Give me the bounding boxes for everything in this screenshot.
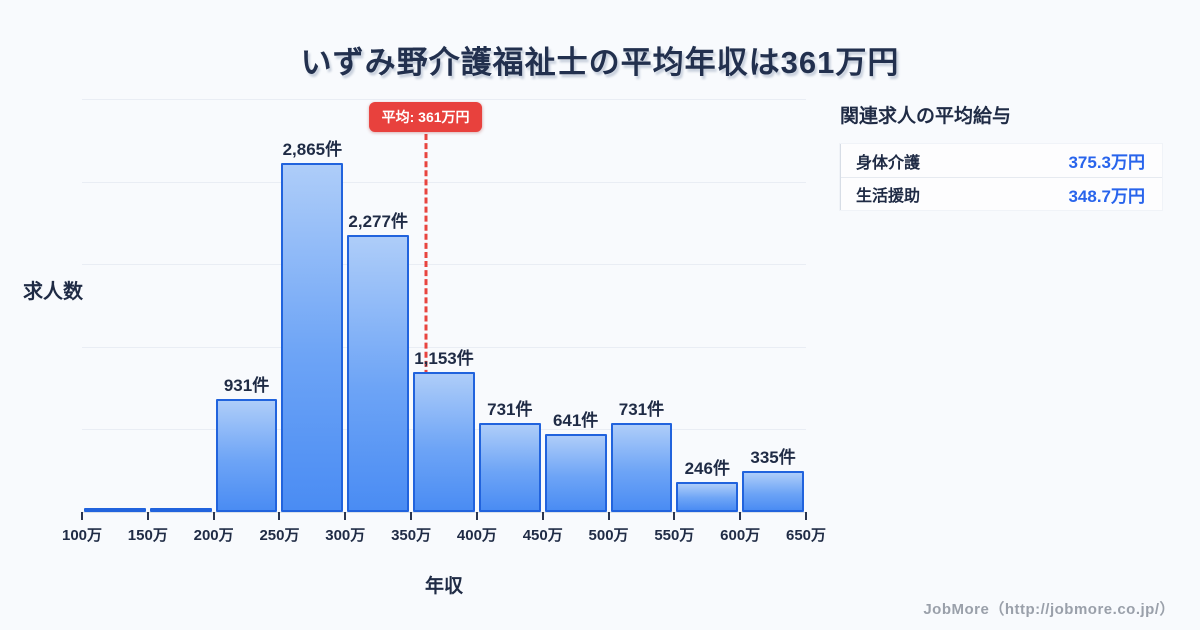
x-axis-tick (81, 512, 83, 520)
x-axis-tick (607, 512, 610, 520)
panel-row-value: 375.3万円 (1068, 153, 1145, 172)
x-axis-tick-label: 600万 (720, 527, 761, 544)
average-line (424, 134, 428, 512)
bar-value-label: 641件 (552, 410, 599, 430)
x-axis-tick-label: 200万 (193, 527, 234, 544)
gridline (82, 181, 806, 183)
histogram-bar (149, 508, 212, 512)
histogram-bar: 731件 (478, 400, 541, 512)
bar-value-label: 2,865件 (282, 140, 343, 160)
histogram-bar: 2,277件 (347, 212, 410, 512)
bar-value-label: 731件 (618, 400, 665, 419)
histogram-bar: 335件 (742, 448, 804, 512)
x-axis-tick (278, 512, 281, 520)
x-axis-tick (146, 512, 149, 520)
histogram-bar: 731件 (610, 400, 673, 512)
bar-value-label: 931件 (223, 375, 270, 395)
bar-value-label: 335件 (750, 448, 796, 468)
histogram-bar (84, 508, 146, 512)
x-axis-tick (475, 512, 478, 520)
plot-area: 平均: 361万円 931件 2,865件 2,277件 1,153件 731件 641件… (62, 99, 826, 544)
x-axis-tick-label: 650万 (785, 527, 827, 544)
panel-row: 身体介護 375.3万円 (841, 144, 1162, 177)
panel-row-label: 生活援助 (856, 188, 921, 205)
x-axis-tick (673, 512, 676, 520)
panel-row-label: 身体介護 (856, 154, 921, 172)
histogram-bar: 931件 (215, 376, 278, 512)
x-axis-tick (212, 512, 215, 520)
related-jobs-heading: 関連求人の平均給与 (840, 106, 1012, 127)
bar-value-label: 2,277件 (348, 211, 408, 231)
bar-value-label: 1,153件 (414, 348, 474, 368)
x-axis-tick-label: 250万 (259, 527, 300, 544)
x-axis-tick-label: 550万 (654, 527, 695, 544)
x-axis-tick-label: 500万 (588, 527, 629, 544)
x-axis-tick (541, 512, 544, 520)
bar-value-label: 246件 (684, 459, 730, 479)
y-axis-title: 求人数 (23, 281, 83, 303)
histogram-bar: 246件 (676, 459, 739, 512)
x-axis-title: 年収 (424, 576, 463, 597)
gridline (82, 99, 806, 100)
credit-text: JobMore（http://jobmore.co.jp/） (923, 601, 1175, 618)
bar-value-label: 731件 (487, 400, 533, 419)
histogram-bar: 2,865件 (281, 140, 344, 512)
x-axis-tick-label: 350万 (391, 527, 432, 544)
x-axis-tick (410, 512, 413, 520)
average-badge: 平均: 361万円 (368, 102, 483, 132)
panel-row-value: 348.7万円 (1068, 186, 1145, 206)
histogram-bar: 1,153件 (413, 349, 475, 512)
x-axis-tick-label: 100万 (61, 527, 103, 544)
histogram-bar: 641件 (544, 411, 607, 512)
page-title: いずみ野介護福祉士の平均年収は361万円 (300, 45, 900, 80)
panel-row: 生活援助 348.7万円 (841, 177, 1162, 210)
x-axis-tick-label: 150万 (127, 527, 168, 544)
x-axis-tick-label: 300万 (325, 527, 366, 544)
x-axis-tick-label: 450万 (522, 527, 563, 544)
gridline (82, 264, 806, 266)
x-axis-tick (739, 512, 742, 520)
x-axis-tick (344, 512, 347, 520)
x-axis-tick-label: 400万 (456, 527, 497, 544)
related-jobs-panel: 身体介護 375.3万円 生活援助 348.7万円 (840, 144, 1162, 210)
gridline (82, 346, 806, 348)
x-axis-tick (805, 512, 807, 520)
